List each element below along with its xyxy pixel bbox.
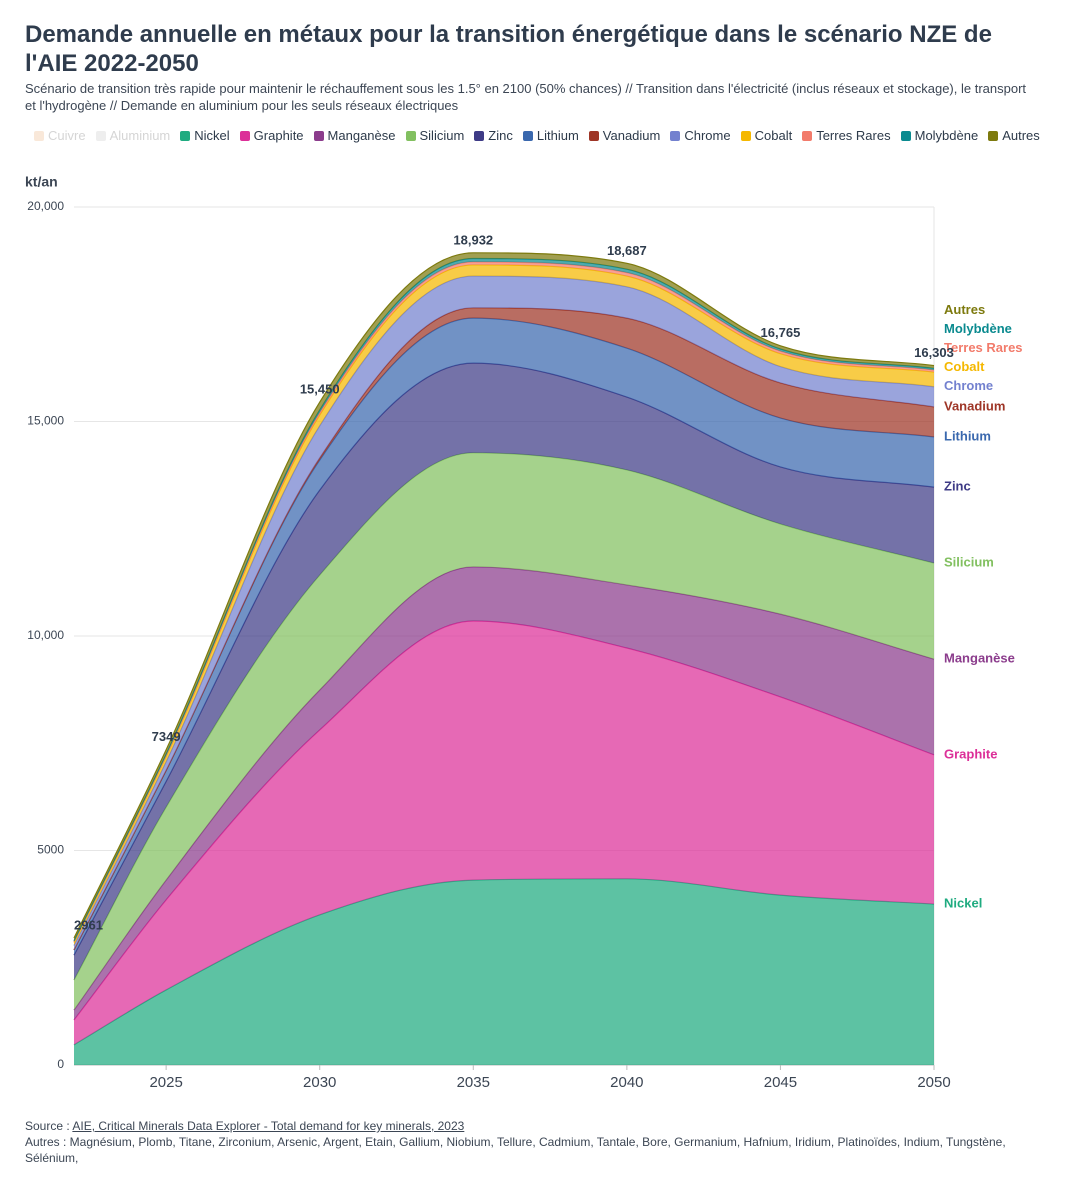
legend-item[interactable]: Zinc bbox=[474, 128, 513, 143]
series-end-label: Vanadium bbox=[944, 398, 1005, 413]
legend-label: Aluminium bbox=[109, 128, 171, 143]
legend-label: Cuivre bbox=[48, 128, 86, 143]
total-label: 16,765 bbox=[761, 325, 801, 340]
series-end-label: Cobalt bbox=[944, 359, 985, 374]
legend-swatch bbox=[180, 130, 191, 141]
total-label: 7349 bbox=[152, 729, 181, 744]
legend-label: Zinc bbox=[488, 128, 513, 143]
legend-label: Graphite bbox=[253, 128, 304, 143]
legend-item[interactable]: Nickel bbox=[180, 128, 230, 143]
legend-swatch bbox=[522, 130, 533, 141]
area bbox=[74, 620, 934, 1045]
legend-label: Vanadium bbox=[602, 128, 661, 143]
areas bbox=[73, 252, 935, 1065]
legend-swatch bbox=[802, 130, 813, 141]
series-end-label: Terres Rares bbox=[944, 340, 1023, 355]
legend-swatch bbox=[900, 130, 911, 141]
legend-swatch bbox=[405, 130, 416, 141]
series-end-label: Autres bbox=[944, 302, 985, 317]
x-tick-label: 2025 bbox=[149, 1074, 182, 1091]
legend-item[interactable]: Molybdène bbox=[900, 128, 979, 143]
x-tick-label: 2045 bbox=[764, 1074, 797, 1091]
series-end-label: Silicium bbox=[944, 555, 994, 570]
legend-item[interactable]: Chrome bbox=[670, 128, 731, 143]
legend-label: Manganèse bbox=[327, 128, 396, 143]
legend-item[interactable]: Graphite bbox=[239, 128, 304, 143]
legend-swatch bbox=[34, 130, 44, 141]
total-label: 16,303 bbox=[914, 345, 954, 360]
legend-swatch bbox=[988, 130, 999, 141]
legend-swatch bbox=[588, 130, 599, 141]
area bbox=[74, 452, 934, 1011]
legend-label: Molybdène bbox=[914, 128, 979, 143]
series-end-label: Lithium bbox=[944, 428, 991, 443]
x-tick-label: 2050 bbox=[917, 1074, 950, 1091]
source-label: Source : bbox=[25, 1119, 70, 1133]
legend-swatch bbox=[670, 130, 681, 141]
y-axis-label: kt/an bbox=[25, 174, 58, 190]
legend-swatch bbox=[740, 130, 751, 141]
legend-item[interactable]: Vanadium bbox=[588, 128, 661, 143]
legend-item[interactable]: Silicium bbox=[405, 128, 465, 143]
total-label: 2961 bbox=[74, 917, 103, 932]
x-tick-label: 2035 bbox=[457, 1074, 490, 1091]
legend-item[interactable]: Lithium bbox=[522, 128, 579, 143]
area bbox=[74, 878, 934, 1065]
series-end-label: Molybdène bbox=[944, 321, 1012, 336]
x-tick-label: 2030 bbox=[303, 1074, 336, 1091]
chart: kt/an 0 5000 10,000 15,000 20,000 2025 2030 203… bbox=[25, 174, 1023, 1091]
x-tick-label: 2040 bbox=[610, 1074, 643, 1091]
total-label: 18,687 bbox=[607, 243, 647, 258]
area bbox=[74, 363, 934, 981]
series-end-label: Graphite bbox=[944, 746, 997, 761]
y-tick-label: 0 bbox=[57, 1057, 64, 1071]
series-end-label: Chrome bbox=[944, 378, 993, 393]
series-end-label: Nickel bbox=[944, 896, 982, 911]
chart-subtitle: Scénario de transition très rapide pour … bbox=[25, 81, 1027, 113]
source-link[interactable]: AIE, Critical Minerals Data Explorer - T… bbox=[72, 1119, 465, 1133]
legend-label: Chrome bbox=[684, 128, 731, 143]
legend-item[interactable]: Cobalt bbox=[740, 128, 793, 143]
total-label: 18,932 bbox=[453, 232, 493, 247]
legend-swatch bbox=[95, 130, 106, 141]
legend-label: Silicium bbox=[419, 128, 465, 143]
legend-label: Cobalt bbox=[754, 128, 793, 143]
legend-item[interactable]: Terres Rares bbox=[802, 128, 891, 143]
legend-item[interactable]: Autres bbox=[988, 128, 1040, 143]
y-tick-label: 5000 bbox=[37, 843, 64, 857]
area bbox=[74, 566, 934, 1020]
y-tick-label: 15,000 bbox=[27, 414, 64, 428]
legend-item[interactable]: Cuivre bbox=[34, 128, 86, 143]
legend-label: Lithium bbox=[536, 128, 579, 143]
legend-label: Nickel bbox=[194, 128, 230, 143]
legend: Cuivre Aluminium Nickel Graphite Manganèse Si… bbox=[34, 128, 1040, 143]
note: Autres : Magnésium, Plomb, Titane, Zirco… bbox=[25, 1135, 1006, 1165]
series-end-label: Manganèse bbox=[944, 651, 1015, 666]
legend-label: Terres Rares bbox=[816, 128, 891, 143]
y-tick-label: 20,000 bbox=[27, 199, 64, 213]
legend-item[interactable]: Aluminium bbox=[95, 128, 171, 143]
legend-swatch bbox=[313, 130, 324, 141]
series-end-label: Zinc bbox=[944, 479, 971, 494]
area-edge bbox=[73, 252, 935, 939]
legend-label: Autres bbox=[1002, 128, 1040, 143]
legend-swatch bbox=[474, 130, 485, 141]
total-label: 15,450 bbox=[300, 382, 340, 397]
source: Source : AIE, Critical Minerals Data Exp… bbox=[25, 1118, 1035, 1134]
footer: Source : AIE, Critical Minerals Data Exp… bbox=[25, 1118, 1035, 1166]
legend-swatch bbox=[239, 130, 250, 141]
chart-title: Demande annuelle en métaux pour la trans… bbox=[25, 21, 992, 77]
legend-item[interactable]: Manganèse bbox=[313, 128, 396, 143]
y-tick-label: 10,000 bbox=[27, 628, 64, 642]
